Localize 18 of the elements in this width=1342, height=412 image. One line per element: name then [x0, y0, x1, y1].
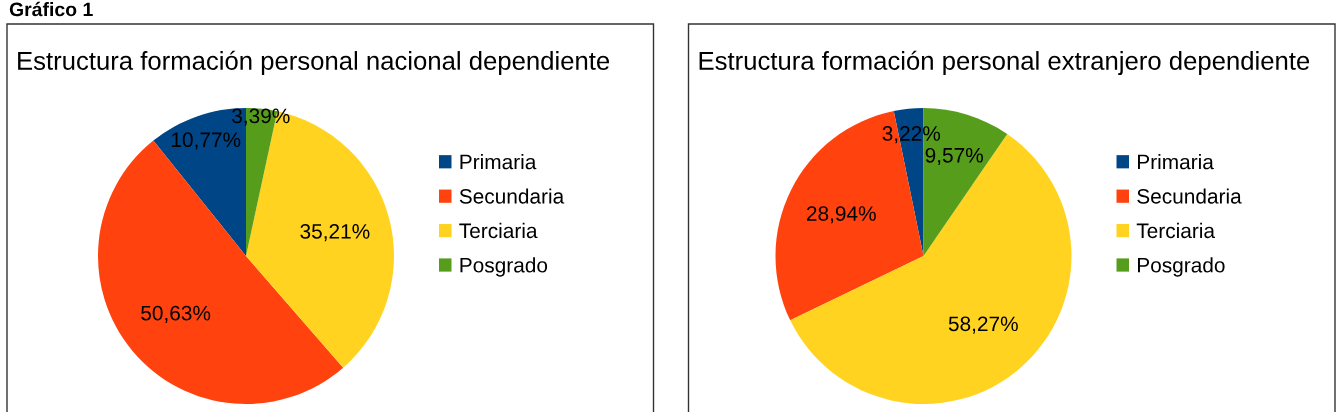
legend-label: Posgrado	[1138, 257, 1225, 277]
data-label: 58,27%	[948, 316, 1018, 334]
legend-label: Terciaria	[459, 222, 538, 239]
legend-label: Primaria	[1138, 154, 1214, 170]
legend-label: Posgrado	[460, 257, 548, 277]
data-label: 10,77%	[171, 132, 241, 150]
text: Gráfico 1	[9, 1, 93, 17]
data-label: 50,63%	[141, 305, 211, 323]
data-label: 9,57%	[925, 147, 983, 166]
chart-title: Estructura formación personal extranjero dependiente	[699, 50, 1310, 75]
legend-label: Terciaria	[1136, 222, 1216, 239]
data-label: 28,94%	[806, 206, 876, 224]
legend-label: Primaria	[460, 154, 537, 170]
legend-label: Secundaria	[1137, 188, 1242, 204]
data-label: 3,22%	[882, 126, 941, 144]
data-label: 35,21%	[300, 223, 370, 242]
chart-title: Estructura formación personal nacional dependiente	[18, 50, 610, 75]
legend-label: Secundaria	[459, 188, 565, 204]
